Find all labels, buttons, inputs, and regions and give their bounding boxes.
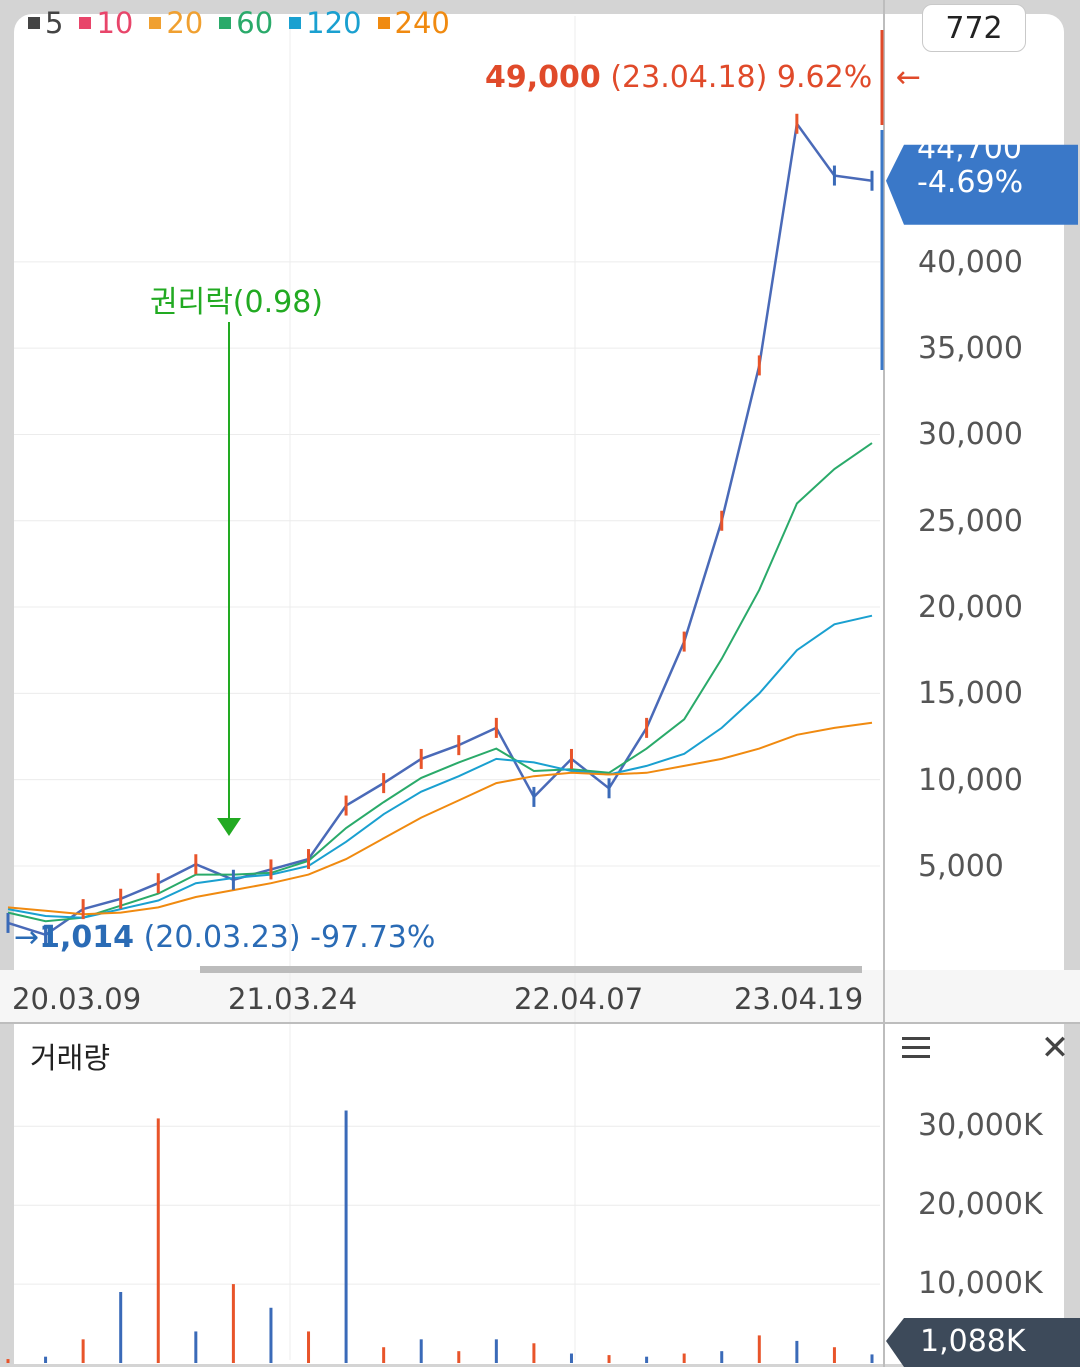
current-price-tag: 44,700 -4.69%: [900, 124, 1076, 204]
volume-bar: [231, 1284, 235, 1363]
volume-bar: [870, 1354, 874, 1363]
legend-swatch: [149, 17, 162, 29]
volume-tick-label: 20,000K: [918, 1187, 1043, 1223]
volume-bar: [194, 1331, 198, 1363]
volume-bar: [607, 1355, 611, 1363]
legend-swatch: [219, 17, 232, 29]
legend-item-60[interactable]: 60: [219, 6, 273, 40]
scrollbar: [200, 966, 862, 973]
close-icon[interactable]: ✕: [1040, 1028, 1070, 1068]
price-tick-label: 5,000: [918, 848, 1004, 884]
high-pct: 9.62%: [776, 60, 873, 95]
price-tick-label: 10,000: [918, 762, 1023, 798]
volume-bar: [795, 1340, 799, 1363]
volume-bar: [832, 1347, 836, 1363]
date-tick-label: 23.04.19: [734, 982, 864, 1016]
legend-swatch: [289, 17, 302, 29]
date-tick-label: 20.03.09: [12, 982, 142, 1016]
legend-swatch: [377, 17, 390, 29]
legend-label: 10: [96, 6, 134, 40]
ma-legend: 5 10 20 60 120 240: [28, 6, 450, 40]
date-tick-label: 21.03.24: [228, 982, 358, 1016]
volume-bar: [344, 1110, 348, 1363]
volume-bar: [419, 1339, 423, 1363]
current-volume: 1,088K: [920, 1324, 1026, 1359]
volume-bar: [569, 1353, 573, 1363]
right-arrow-icon: →: [14, 920, 40, 955]
volume-bar: [81, 1339, 85, 1363]
legend-label: 240: [394, 6, 450, 40]
volume-tick-label: 30,000K: [918, 1108, 1043, 1144]
legend-label: 5: [45, 6, 64, 40]
legend-item-10[interactable]: 10: [79, 6, 133, 40]
current-price-change: -4.69%: [917, 165, 1024, 200]
high-date: (23.04.18): [610, 60, 768, 95]
volume-bar: [6, 1359, 10, 1363]
ma-line-240: [7, 721, 873, 916]
current-price-value: 44,700: [917, 131, 1022, 166]
volume-bar: [44, 1356, 48, 1363]
low-date: (20.03.23): [143, 920, 301, 955]
volume-bar: [645, 1356, 649, 1363]
high-price: 49,000: [485, 60, 601, 95]
date-tick-label: 22.04.07: [514, 982, 644, 1016]
legend-item-20[interactable]: 20: [149, 6, 203, 40]
legend-item-240[interactable]: 240: [377, 6, 450, 40]
volume-bar: [682, 1353, 686, 1363]
price-tick-label: 40,000: [918, 244, 1023, 280]
low-pct: -97.73%: [310, 920, 436, 955]
volume-tick-label: 10,000K: [918, 1266, 1043, 1302]
volume-panel-background: [14, 1024, 1064, 1364]
volume-bar: [457, 1351, 461, 1363]
volume-bar: [494, 1339, 498, 1363]
top-value: 772: [945, 10, 1003, 46]
menu-icon[interactable]: [902, 1037, 930, 1061]
volume-panel-title: 거래량: [30, 1041, 111, 1075]
volume-bar: [532, 1343, 536, 1363]
event-arrow-head: [217, 818, 241, 836]
low-annotation: →1,014 (20.03.23) -97.73%: [14, 920, 435, 955]
price-panel-background: [14, 14, 1064, 1014]
volume-bar: [307, 1331, 311, 1363]
ma-line-120: [7, 614, 873, 919]
high-annotation: 49,000 (23.04.18) 9.62% ←: [485, 60, 921, 95]
volume-bar: [269, 1307, 273, 1363]
current-price-tag-shape: [886, 144, 1078, 225]
top-value-box: 772: [922, 4, 1026, 52]
ma-line-60: [7, 442, 873, 923]
price-tick-label: 20,000: [918, 590, 1023, 626]
legend-item-5[interactable]: 5: [28, 6, 63, 40]
price-tick-label: 25,000: [918, 503, 1023, 539]
volume-bar: [382, 1347, 386, 1363]
left-arrow-icon: ←: [895, 60, 921, 95]
legend-label: 60: [236, 6, 274, 40]
current-volume-tag: 1,088K: [900, 1318, 1080, 1367]
legend-item-120[interactable]: 120: [289, 6, 362, 40]
volume-bar: [757, 1335, 761, 1363]
volume-bar: [119, 1291, 123, 1363]
legend-label: 120: [306, 6, 362, 40]
price-tick-label: 15,000: [918, 676, 1023, 712]
volume-bar: [720, 1351, 724, 1363]
legend-swatch: [79, 17, 92, 29]
price-tick-label: 30,000: [918, 417, 1023, 453]
current-volume-tag-shape: [886, 1318, 1080, 1367]
event-annotation: 권리락(0.98): [150, 277, 323, 321]
event-label: 권리락(0.98): [150, 285, 324, 320]
date-axis-background: [0, 970, 1080, 1022]
legend-swatch: [28, 17, 40, 29]
low-price: 1,014: [39, 920, 135, 955]
price-tick-label: 35,000: [918, 331, 1023, 367]
ma-line-5: [7, 120, 873, 937]
volume-bar: [156, 1118, 160, 1363]
legend-label: 20: [166, 6, 204, 40]
